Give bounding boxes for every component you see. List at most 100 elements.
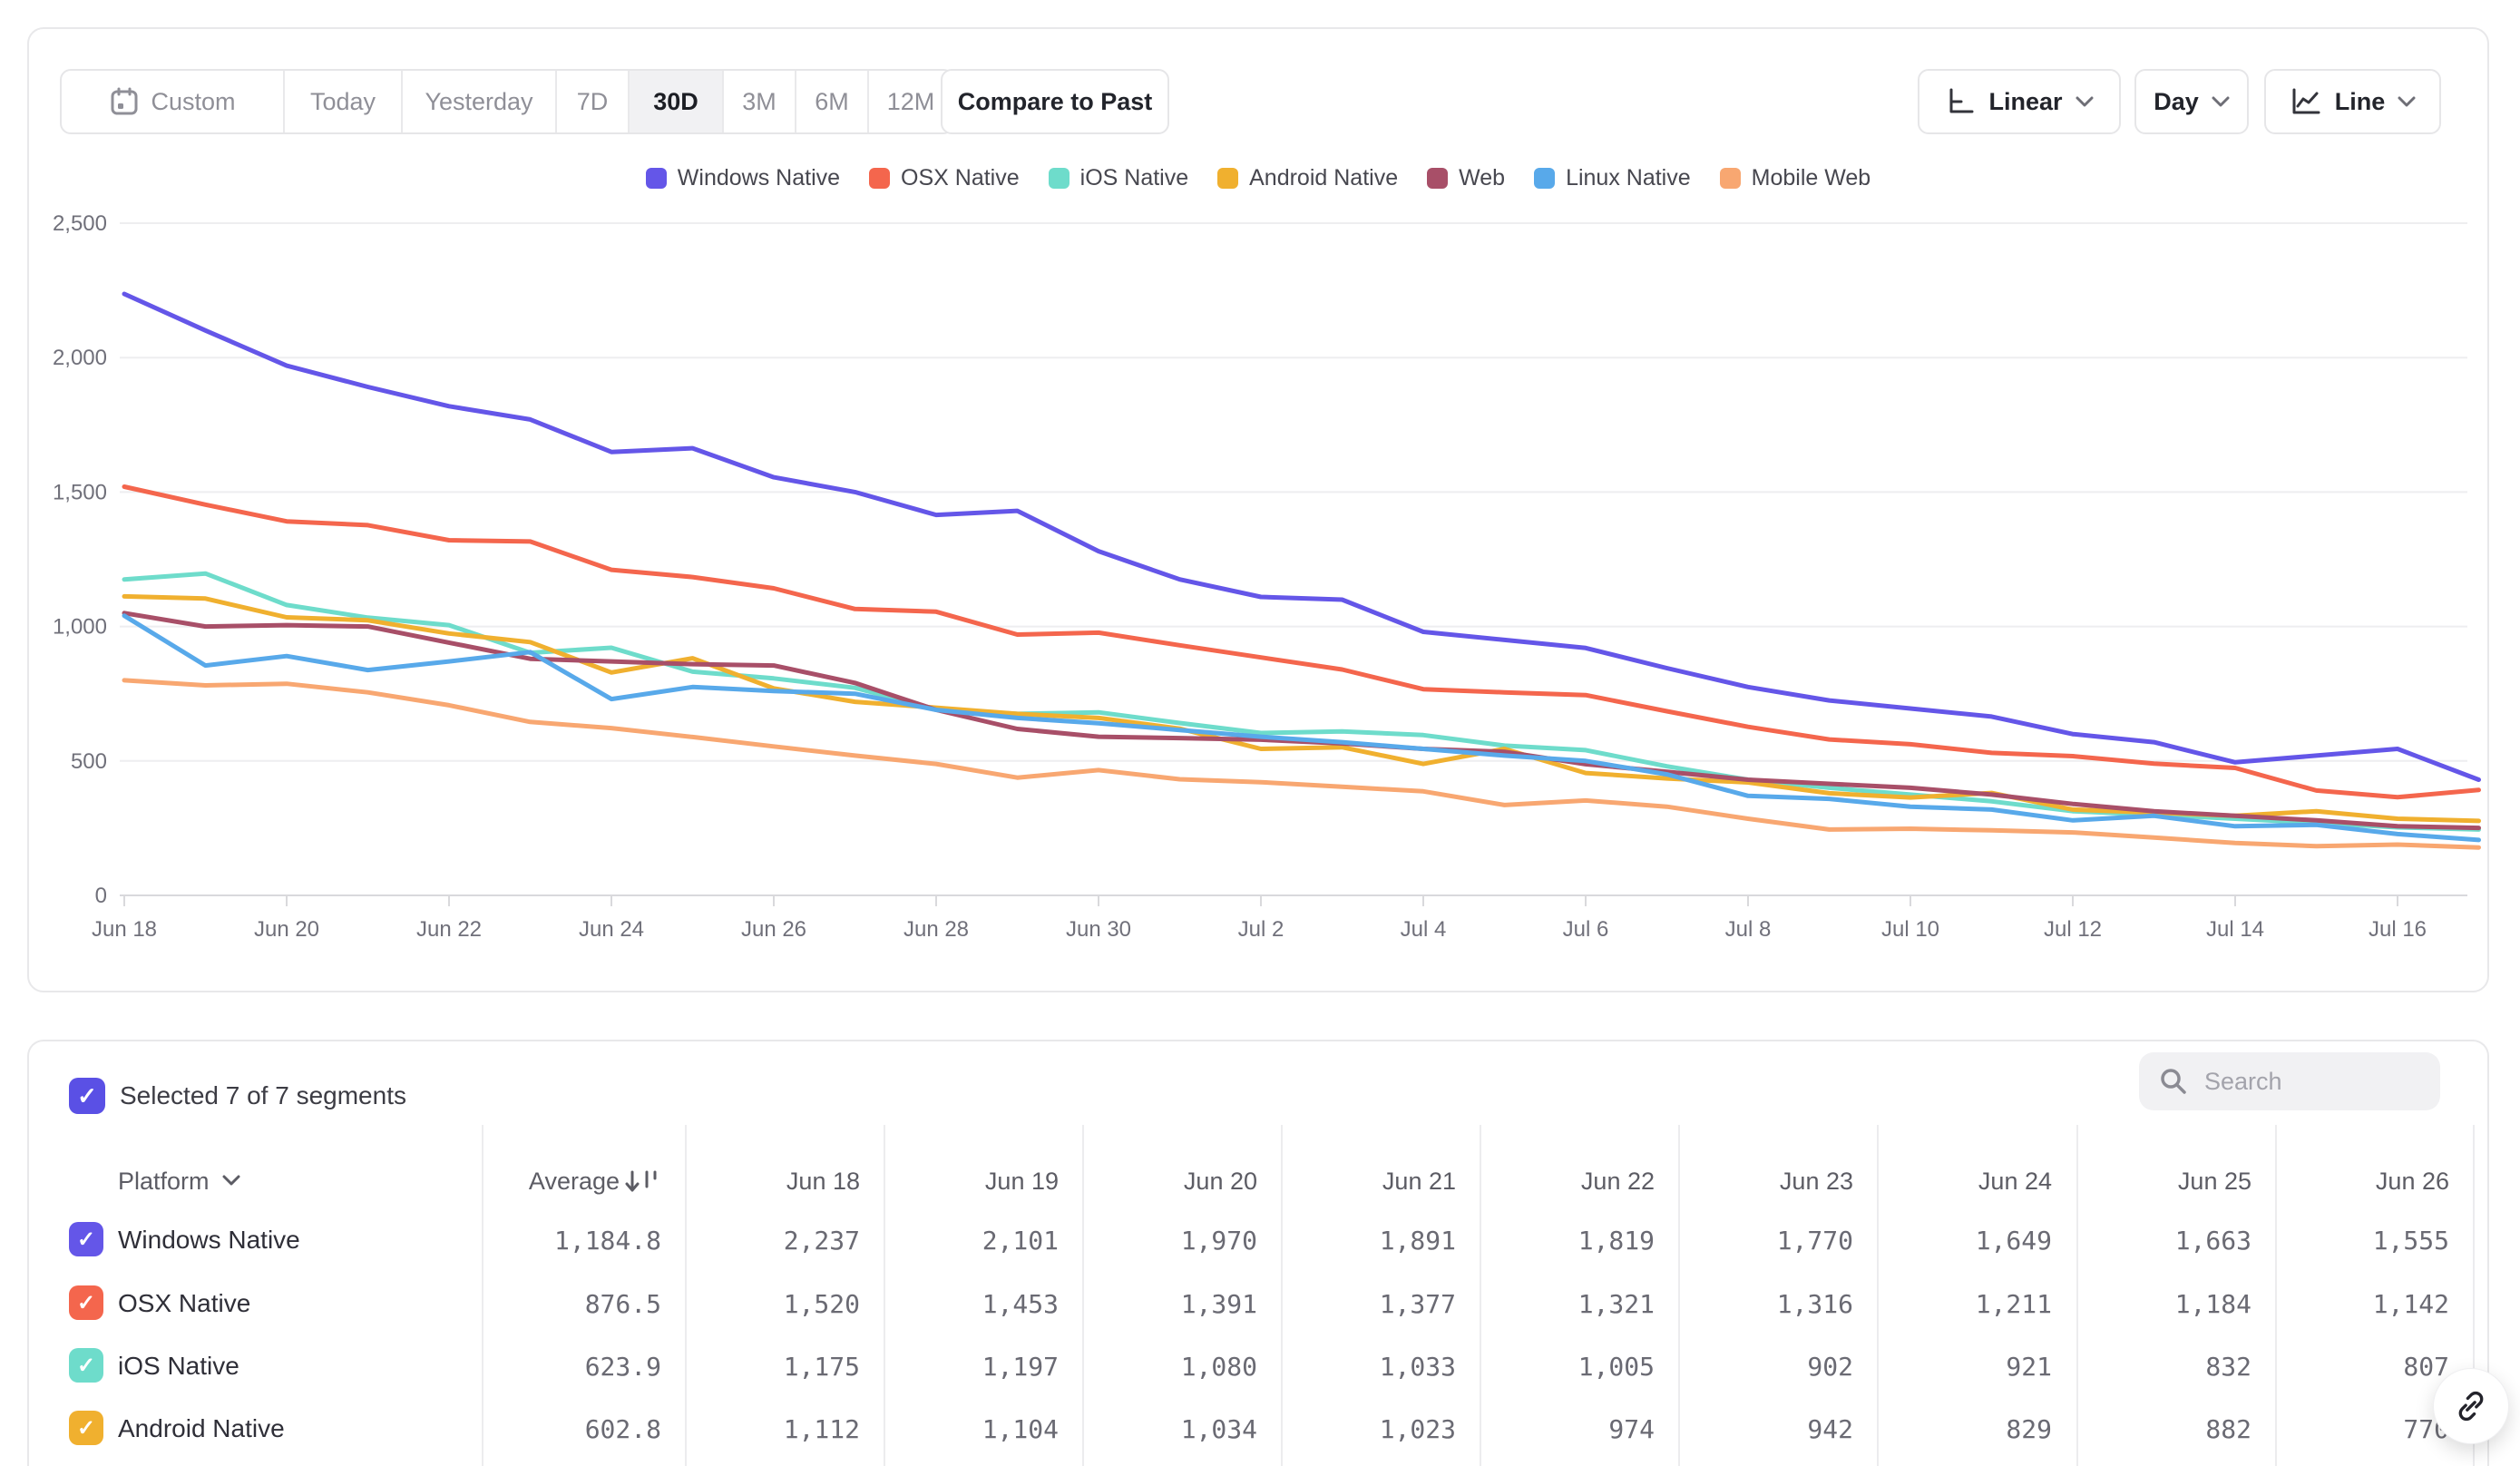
date-range-7d[interactable]: 7D (557, 71, 630, 132)
date-column-header[interactable]: Jun 25 (2177, 1167, 2251, 1195)
legend-item[interactable]: Windows Native (645, 165, 840, 191)
date-value: 902 (1807, 1351, 1853, 1382)
column-separator (2275, 1125, 2277, 1466)
date-value: 1,184 (2174, 1288, 2251, 1319)
date-range-label: 30D (653, 87, 698, 115)
date-range-label: Yesterday (425, 87, 533, 115)
legend-item[interactable]: Android Native (1217, 165, 1398, 191)
date-range-3m[interactable]: 3M (724, 71, 796, 132)
date-column-header[interactable]: Jun 19 (984, 1167, 1059, 1195)
x-axis-label: Jul 8 (1725, 917, 1772, 942)
interval-dropdown[interactable]: Day (2134, 69, 2249, 134)
date-column-header[interactable]: Jun 21 (1382, 1167, 1456, 1195)
legend-item[interactable]: Mobile Web (1719, 165, 1871, 191)
date-range-custom[interactable]: Custom (62, 71, 285, 132)
legend-label: Web (1459, 165, 1506, 191)
legend-label: iOS Native (1079, 165, 1189, 191)
segment-checkbox[interactable]: ✓ (69, 1222, 103, 1256)
platform-name: Android Native (118, 1414, 285, 1442)
legend-item[interactable]: iOS Native (1048, 165, 1189, 191)
series-line-ios-native[interactable] (122, 571, 2481, 832)
segment-checkbox[interactable]: ✓ (69, 1285, 103, 1320)
column-separator (1281, 1125, 1283, 1466)
date-column-header[interactable]: Jun 20 (1183, 1167, 1257, 1195)
date-range-yesterday[interactable]: Yesterday (403, 71, 557, 132)
line-chart[interactable]: 0 500 1,000 1,500 2,000 2,500 Jun 18 Jun 20 Jun … (29, 29, 2491, 994)
average-value: 876.5 (584, 1288, 661, 1319)
date-column-header[interactable]: Jun 26 (2375, 1167, 2449, 1195)
chart-card: Custom Today Yesterday 7D 30D 3M 6M 12M Compare… (27, 27, 2489, 992)
average-value: 602.8 (584, 1413, 661, 1444)
chart-type-label: Line (2334, 87, 2386, 115)
average-value: 1,184.8 (553, 1225, 661, 1256)
compare-to-past-button[interactable]: Compare to Past (941, 69, 1169, 134)
platform-name: iOS Native (118, 1352, 239, 1380)
date-value: 2,237 (783, 1225, 860, 1256)
date-value: 1,005 (1577, 1351, 1655, 1382)
date-range-label: 12M (886, 87, 935, 115)
legend-swatch-icon (1427, 168, 1449, 189)
date-range-6m[interactable]: 6M (796, 71, 869, 132)
scale-dropdown[interactable]: Linear (1918, 69, 2121, 134)
x-axis-label: Jun 26 (741, 917, 806, 942)
date-value: 942 (1807, 1413, 1853, 1444)
series-line-osx-native[interactable] (122, 484, 2481, 800)
chart-legend: Windows Native OSX Native iOS Native Androi… (29, 165, 2487, 191)
date-range-label: 3M (742, 87, 777, 115)
x-axis-label: Jul 6 (1563, 917, 1609, 942)
date-value: 1,970 (1180, 1225, 1257, 1256)
select-all-checkbox[interactable]: ✓ (69, 1078, 105, 1114)
date-value: 1,023 (1379, 1413, 1456, 1444)
platform-name: Windows Native (118, 1226, 300, 1254)
column-separator (2473, 1125, 2475, 1466)
average-value: 623.9 (584, 1351, 661, 1382)
date-value: 1,211 (1975, 1288, 2052, 1319)
date-column-header[interactable]: Jun 22 (1580, 1167, 1655, 1195)
y-axis-label: 2,000 (53, 346, 107, 370)
average-column-header[interactable]: Average (529, 1163, 661, 1199)
column-separator (884, 1125, 885, 1466)
x-axis-label: Jul 14 (2206, 917, 2264, 942)
legend-label: OSX Native (901, 165, 1020, 191)
calendar-icon (111, 87, 138, 115)
share-link-button[interactable] (2433, 1368, 2509, 1444)
column-separator (685, 1125, 687, 1466)
series-line-android-native[interactable] (122, 593, 2481, 824)
date-value: 1,034 (1180, 1413, 1257, 1444)
date-column-header[interactable]: Jun 23 (1779, 1167, 1853, 1195)
table-row: ✓ iOS Native 623.9 1,175 1,197 1,080 1,033 1,00… (29, 1334, 2487, 1398)
legend-item[interactable]: Web (1427, 165, 1505, 191)
legend-swatch-icon (1217, 168, 1239, 189)
column-separator (1678, 1125, 1680, 1466)
date-range-today[interactable]: Today (285, 71, 403, 132)
series-line-web[interactable] (122, 611, 2481, 831)
chevron-down-icon (222, 1175, 240, 1186)
chart-type-dropdown[interactable]: Line (2264, 69, 2441, 134)
x-axis-label: Jun 30 (1066, 917, 1131, 942)
date-value: 1,033 (1379, 1351, 1456, 1382)
date-column-header[interactable]: Jun 24 (1978, 1167, 2052, 1195)
x-axis-label: Jun 24 (579, 917, 644, 942)
legend-swatch-icon (1534, 168, 1556, 189)
y-axis-label: 1,000 (53, 615, 107, 640)
series-line-mobile-web[interactable] (122, 678, 2481, 850)
date-value: 1,112 (783, 1413, 860, 1444)
search-input[interactable] (2204, 1067, 2413, 1096)
date-range-12m[interactable]: 12M (869, 71, 952, 132)
platform-column-header[interactable]: Platform (118, 1163, 249, 1199)
date-range-label: 6M (815, 87, 849, 115)
series-line-windows-native[interactable] (122, 291, 2481, 782)
legend-item[interactable]: Linux Native (1534, 165, 1691, 191)
date-value: 1,104 (982, 1413, 1059, 1444)
legend-item[interactable]: OSX Native (869, 165, 1020, 191)
selection-summary-row: ✓ Selected 7 of 7 segments (69, 1078, 406, 1114)
date-column-header[interactable]: Jun 18 (786, 1167, 860, 1195)
legend-label: Linux Native (1566, 165, 1691, 191)
segment-checkbox[interactable]: ✓ (69, 1348, 103, 1383)
segment-checkbox[interactable]: ✓ (69, 1411, 103, 1445)
series-line-linux-native[interactable] (122, 613, 2481, 843)
date-value: 974 (1608, 1413, 1655, 1444)
legend-label: Mobile Web (1751, 165, 1871, 191)
date-range-30d[interactable]: 30D (630, 71, 724, 132)
date-value: 1,377 (1379, 1288, 1456, 1319)
